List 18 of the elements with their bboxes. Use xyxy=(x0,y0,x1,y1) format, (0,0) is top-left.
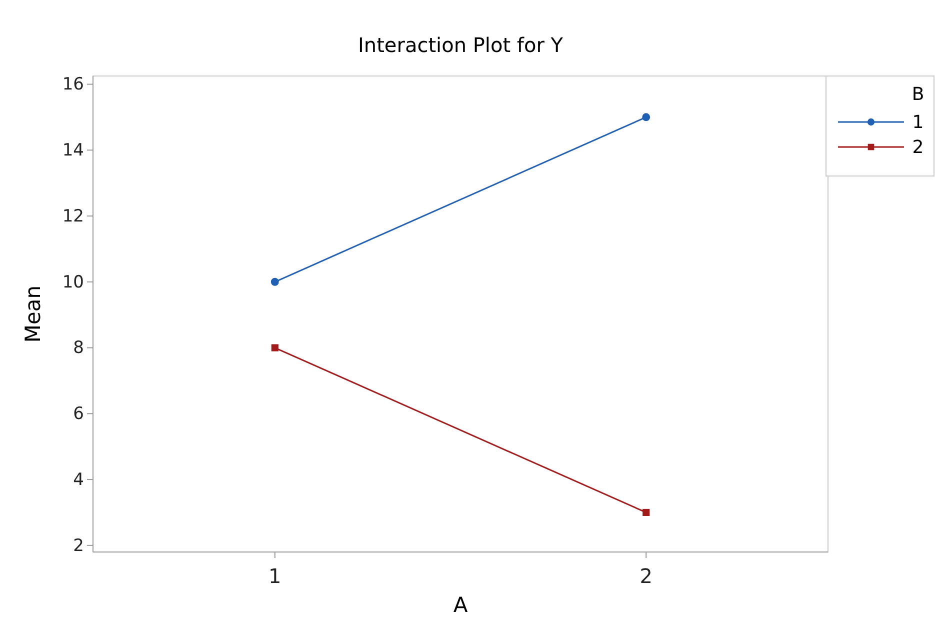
legend-label: 2 xyxy=(912,137,924,158)
point xyxy=(271,344,278,352)
y-tick-label: 6 xyxy=(73,404,84,424)
chart-title: Interaction Plot for Y xyxy=(358,33,564,57)
point xyxy=(642,508,650,516)
y-tick-label: 10 xyxy=(62,272,84,292)
x-axis-title: A xyxy=(453,593,468,617)
y-axis-title: Mean xyxy=(21,285,45,343)
y-tick-label: 4 xyxy=(73,470,84,490)
legend-label: 1 xyxy=(912,112,924,133)
legend-title: B xyxy=(912,84,924,105)
y-tick-label: 16 xyxy=(62,74,84,95)
y-tick-label: 14 xyxy=(62,140,84,161)
y-tick-label: 8 xyxy=(73,338,84,358)
y-tick-label: 12 xyxy=(62,206,84,226)
y-tick-label: 2 xyxy=(73,536,84,556)
point xyxy=(270,278,279,286)
point xyxy=(642,113,650,122)
